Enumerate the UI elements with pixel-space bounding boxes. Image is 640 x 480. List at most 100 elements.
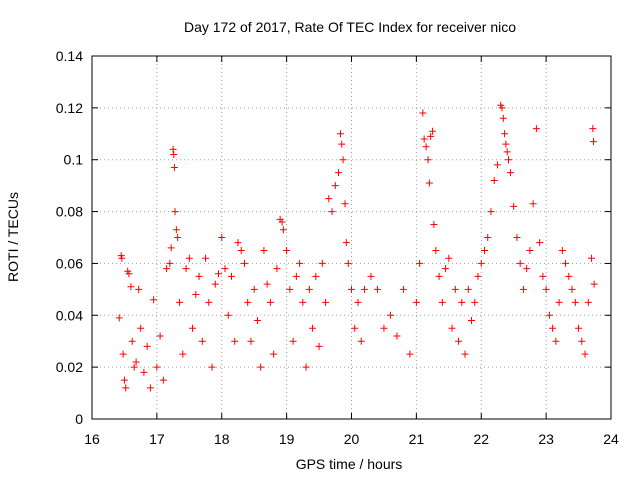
data-point [318,259,326,267]
data-point [292,272,300,280]
data-point [502,140,510,148]
data-point [192,291,200,299]
data-point [427,132,435,140]
data-point [234,239,242,247]
data-point [119,350,127,358]
data-point [589,138,597,146]
y-axis-label: ROTI / TECUs [5,192,21,282]
data-point [545,311,553,319]
data-point [386,311,394,319]
data-point [341,200,349,208]
data-point [127,283,135,291]
y-tick-label: 0.08 [56,204,83,220]
data-point [322,298,330,306]
data-point [430,221,438,229]
x-tick-label: 23 [538,431,554,447]
data-point [122,384,130,392]
data-point [215,270,223,278]
data-point [257,363,265,371]
data-point [335,169,343,177]
data-point [348,285,355,293]
data-point [581,350,589,358]
data-point [156,332,164,340]
data-point [474,272,482,280]
data-point [499,114,507,122]
data-point [305,285,313,293]
data-point [171,208,179,216]
y-tick-label: 0 [75,411,83,427]
data-point [185,254,193,262]
data-point [425,179,433,187]
data-point [198,337,206,345]
data-point [231,337,239,345]
axis-ticks [91,55,612,420]
data-point [360,285,368,293]
data-point [464,285,472,293]
data-point [424,156,432,164]
data-point [526,246,534,254]
y-tick-label: 0.12 [56,100,83,116]
data-point [539,272,547,280]
x-tick-label: 21 [409,431,425,447]
data-point [498,104,506,112]
x-tick-labels: 16 17 18 19 20 21 22 23 24 [84,431,619,447]
data-point [315,342,323,350]
data-point [399,285,407,293]
data-point [354,298,362,306]
data-point [445,254,453,262]
data-point [309,324,317,332]
data-point [555,298,563,306]
data-point [172,226,180,234]
data-point [270,350,278,358]
data-point [565,272,573,280]
data-point [420,135,428,143]
data-point [506,169,514,177]
data-point [218,234,226,241]
x-tick-label: 17 [149,431,165,447]
data-point [205,298,213,306]
data-point [143,342,151,350]
data-point [174,234,182,241]
y-tick-label: 0.14 [56,48,83,64]
data-point [516,259,524,267]
data-point [532,125,540,133]
data-point [549,324,557,332]
data-point [195,272,203,280]
data-point [325,195,333,203]
data-point [339,156,347,164]
data-point [487,208,495,216]
data-point [312,272,320,280]
y-tick-label: 0.1 [64,152,84,168]
data-point [266,298,274,306]
data-point [484,234,492,241]
data-point [419,109,427,117]
data-point [438,298,446,306]
data-point [442,265,450,273]
data-point [170,163,178,171]
data-point [279,226,287,234]
data-point [451,285,459,293]
data-point [125,270,133,278]
data-point [519,285,527,293]
data-point [302,363,310,371]
y-tick-label: 0.04 [56,307,83,323]
data-point [221,265,229,273]
data-point [380,324,388,332]
data-point [529,200,537,208]
data-point [286,285,294,293]
data-point [471,298,479,306]
data-point [571,298,579,306]
data-point [406,350,414,358]
data-point [263,280,271,288]
data-point [504,156,512,164]
data-point [448,324,456,332]
data-point [503,148,511,156]
data-point [584,298,592,306]
data-point [296,259,304,267]
data-point [590,280,598,288]
data-point [130,363,138,371]
data-point [536,239,544,247]
data-point [523,265,531,273]
data-point [338,140,346,148]
